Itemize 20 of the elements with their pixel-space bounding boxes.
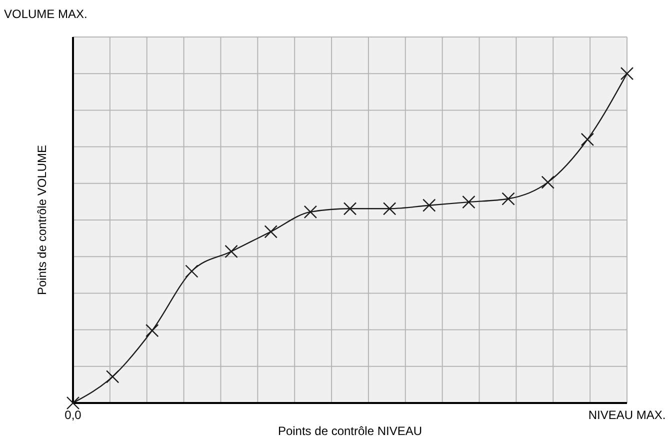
point [146, 324, 159, 338]
text: VOLUME MAX. [4, 7, 88, 21]
point [462, 195, 476, 209]
x-axis-title: Points de contrôle NIVEAU [278, 424, 422, 438]
point [541, 176, 554, 189]
point [224, 244, 238, 258]
point [106, 370, 120, 384]
point [382, 202, 396, 216]
x-tick-label: NIVEAU MAX. [588, 408, 666, 422]
point [580, 132, 594, 146]
point [502, 192, 515, 206]
point [620, 67, 634, 80]
point [343, 202, 357, 216]
point [422, 198, 436, 212]
y-axis-title: Points de contrôle VOLUME [35, 144, 49, 296]
point [304, 205, 318, 219]
point [264, 225, 278, 238]
point [66, 396, 80, 410]
x-tick-label: 0,0 [64, 408, 82, 422]
point [185, 264, 198, 278]
